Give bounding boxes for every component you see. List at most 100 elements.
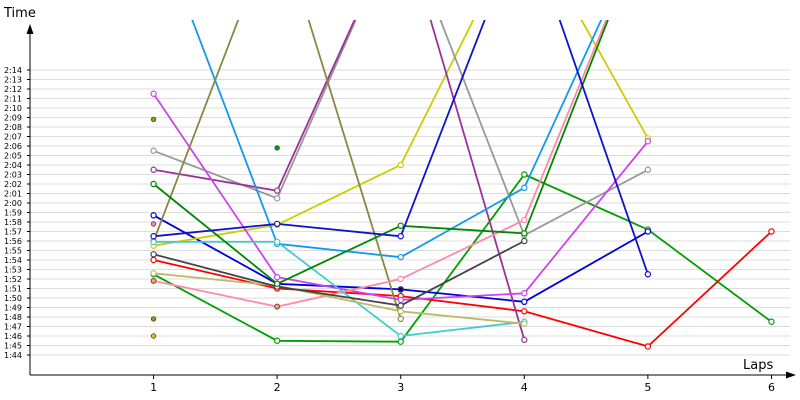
x-tick-label: 6 xyxy=(768,381,775,394)
data-point xyxy=(644,228,652,235)
data-point xyxy=(397,296,404,304)
y-axis-title: Time xyxy=(3,6,36,21)
data-point xyxy=(150,238,157,246)
data-point xyxy=(273,187,281,194)
y-tick-label: 2:08 xyxy=(4,123,22,132)
data-point xyxy=(521,184,528,191)
isolated-point xyxy=(150,316,157,322)
data-point xyxy=(150,147,157,154)
x-axis-title: Laps xyxy=(743,358,773,373)
y-tick-label: 2:13 xyxy=(4,76,22,85)
series-line-13 xyxy=(153,240,525,307)
data-point xyxy=(644,271,652,278)
y-tick-label: 2:02 xyxy=(4,180,22,189)
x-tick-label: 2 xyxy=(274,381,281,394)
isolated-point xyxy=(398,286,404,293)
isolated-point xyxy=(150,333,157,339)
y-axis-arrow xyxy=(26,24,34,34)
x-tick-label: 3 xyxy=(397,381,404,394)
data-point xyxy=(150,251,157,258)
data-point xyxy=(273,273,281,281)
data-point xyxy=(397,233,404,240)
x-tick-label: 1 xyxy=(150,381,157,394)
y-tick-label: 1:44 xyxy=(4,351,22,360)
data-point xyxy=(521,171,528,178)
y-tick-label: 1:47 xyxy=(4,323,22,332)
y-tick-label: 2:12 xyxy=(4,85,22,94)
series-line-1 xyxy=(153,173,773,343)
data-point xyxy=(397,161,404,169)
y-tick-label: 2:10 xyxy=(4,104,22,113)
data-point xyxy=(644,138,652,145)
y-tick-label: 1:50 xyxy=(4,294,22,303)
y-tick-label: 1:58 xyxy=(4,218,22,227)
y-tick-label: 1:46 xyxy=(4,332,22,341)
data-point xyxy=(397,253,404,261)
data-points xyxy=(150,90,775,350)
y-tick-label: 2:11 xyxy=(4,95,22,104)
data-point xyxy=(150,256,157,264)
y-tick-label: 1:57 xyxy=(4,228,22,237)
y-tick-label: 1:56 xyxy=(4,237,22,246)
y-tick-label: 1:45 xyxy=(4,342,22,351)
isolated-point xyxy=(150,278,157,284)
data-point xyxy=(150,233,157,240)
y-tick-label: 2:05 xyxy=(4,152,22,161)
data-point xyxy=(150,212,157,219)
isolated-point xyxy=(274,303,280,310)
y-tick-label: 2:06 xyxy=(4,142,22,151)
tick-labels: 1:441:451:461:471:481:491:501:511:521:53… xyxy=(4,66,775,394)
data-point xyxy=(768,228,775,235)
data-point xyxy=(273,238,281,246)
data-point xyxy=(150,180,157,188)
y-tick-label: 2:01 xyxy=(4,190,22,199)
data-point xyxy=(397,332,404,340)
y-tick-label: 1:52 xyxy=(4,275,22,284)
x-tick-label: 4 xyxy=(521,381,528,394)
y-tick-label: 2:14 xyxy=(4,66,22,75)
isolated-point xyxy=(150,221,157,227)
data-point xyxy=(150,166,157,173)
data-point xyxy=(521,237,528,245)
y-tick-label: 2:09 xyxy=(4,114,22,123)
series-line-9 xyxy=(152,20,402,320)
data-point xyxy=(521,320,528,327)
y-tick-label: 2:04 xyxy=(4,161,22,170)
isolated-point xyxy=(150,116,157,123)
axes xyxy=(26,24,796,379)
y-tick-label: 1:48 xyxy=(4,313,22,322)
x-axis-arrow xyxy=(786,371,796,379)
y-tick-label: 1:59 xyxy=(4,209,22,218)
y-tick-label: 1:53 xyxy=(4,266,22,275)
y-tick-label: 1:55 xyxy=(4,247,22,256)
data-point xyxy=(644,166,652,173)
data-point xyxy=(150,90,157,97)
data-point xyxy=(521,308,528,315)
series-line-8 xyxy=(191,20,603,259)
y-tick-label: 1:54 xyxy=(4,256,22,265)
data-point xyxy=(273,220,281,228)
data-point xyxy=(521,298,528,305)
data-point xyxy=(397,275,404,283)
data-point xyxy=(521,290,528,297)
x-tick-label: 5 xyxy=(644,381,651,394)
y-tick-label: 1:49 xyxy=(4,304,22,313)
data-point xyxy=(397,315,404,323)
data-point xyxy=(397,222,404,229)
data-point xyxy=(273,337,281,344)
data-point xyxy=(768,318,775,325)
data-point xyxy=(644,343,652,350)
isolated-point xyxy=(274,145,280,151)
data-point xyxy=(521,336,528,343)
data-point xyxy=(273,280,281,287)
series-line-11 xyxy=(153,240,525,337)
data-point xyxy=(150,270,157,277)
y-tick-label: 2:00 xyxy=(4,199,22,208)
data-point xyxy=(397,308,404,315)
series-line-6 xyxy=(153,20,526,341)
data-point xyxy=(273,195,281,202)
data-point xyxy=(397,302,404,309)
y-tick-label: 1:51 xyxy=(4,285,22,294)
